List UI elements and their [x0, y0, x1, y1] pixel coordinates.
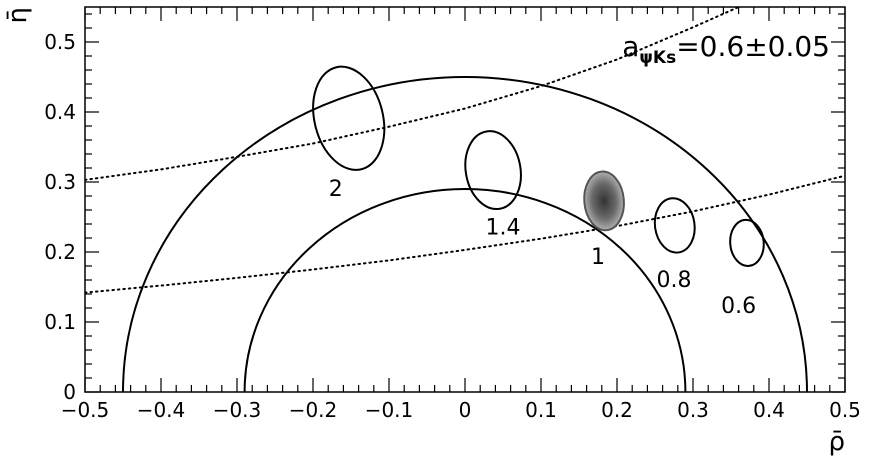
contour-layer: [312, 65, 765, 267]
contour-label-0.8: 0.8: [657, 268, 692, 293]
annotation-subscript: ψKs: [639, 48, 676, 68]
plot-frame: [84, 6, 846, 393]
y-tick-label: 0.2: [44, 240, 76, 264]
x-tick-label: 0.3: [677, 398, 709, 422]
x-tick-label: 0.4: [753, 398, 785, 422]
y-tick-label: 0.4: [44, 100, 76, 124]
x-tick-label: 0.5: [829, 398, 861, 422]
x-tick-label: 0.1: [525, 398, 557, 422]
y-tick-label: 0.5: [44, 30, 76, 54]
annotation-base: a: [622, 30, 639, 63]
y-axis-title: η̄: [3, 7, 33, 23]
dotted-curve-2: [85, 174, 845, 294]
contour-1: [583, 170, 625, 232]
contour-0.8: [653, 197, 696, 254]
x-tick-label: −0.5: [61, 398, 110, 422]
label-layer: 2 1.4 1 0.8 0.6 −0.5 −0.4 −0.3 −0.2 −0.1 0 0.1 0.2 0.…: [44, 30, 861, 422]
tick-layer: [84, 7, 846, 393]
y-tick-label: 0: [63, 380, 76, 404]
contour-label-0.6: 0.6: [721, 294, 756, 319]
semicircle-2: [243, 188, 687, 392]
contour-1.4: [464, 130, 522, 210]
x-tick-label: 0: [459, 398, 472, 422]
x-tick-label: 0.2: [601, 398, 633, 422]
x-tick-label: −0.2: [289, 398, 338, 422]
semicircle-1: [122, 76, 808, 392]
contour-0.6: [729, 218, 765, 267]
curve-layer: [85, 7, 845, 392]
contour-label-1: 1: [591, 245, 605, 270]
x-tick-label: −0.4: [137, 398, 186, 422]
y-tick-label: 0.1: [44, 310, 76, 334]
x-tick-label: −0.1: [365, 398, 414, 422]
x-axis-title: ρ̄: [828, 427, 845, 457]
contour-label-2: 2: [329, 177, 343, 202]
y-tick-label: 0.3: [44, 170, 76, 194]
contour-2: [312, 65, 386, 171]
contour-label-1.4: 1.4: [486, 216, 521, 241]
annotation-rest: =0.6±0.05: [676, 30, 830, 63]
x-tick-label: −0.3: [213, 398, 262, 422]
dotted-curve-1: [85, 7, 740, 181]
asymmetry-annotation: aψKs=0.6±0.05: [622, 30, 830, 68]
